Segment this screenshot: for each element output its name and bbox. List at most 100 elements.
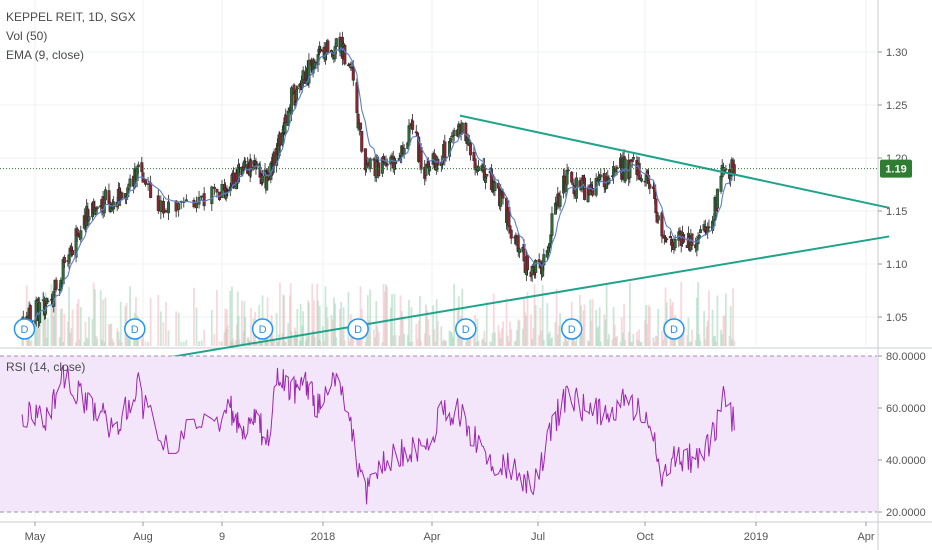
volume-bar xyxy=(611,339,614,346)
volume-bar xyxy=(541,284,544,346)
volume-bar xyxy=(406,334,409,346)
volume-label[interactable]: Vol (50) xyxy=(6,29,48,43)
candle-body xyxy=(334,38,338,47)
candle-body xyxy=(120,192,124,199)
time-tick-label: 9 xyxy=(219,531,225,543)
dividend-label: D xyxy=(670,324,678,336)
ema-label[interactable]: EMA (9, close) xyxy=(6,48,85,62)
volume-bar xyxy=(289,283,292,346)
candle-body xyxy=(210,186,214,205)
volume-bar xyxy=(706,320,709,346)
main-legend: KEPPEL REIT, 1D, SGX Vol (50) EMA (9, cl… xyxy=(6,8,136,65)
volume-bar xyxy=(319,341,322,346)
volume-bar xyxy=(554,321,557,346)
dividend-marker[interactable]: D xyxy=(560,318,583,340)
candle-body xyxy=(640,178,644,182)
volume-bar xyxy=(728,335,731,346)
volume-bar xyxy=(386,286,389,346)
candle-body xyxy=(95,206,99,209)
volume-bar xyxy=(466,336,468,346)
volume-bar xyxy=(542,340,545,346)
volume-bar xyxy=(467,340,470,346)
volume-bar xyxy=(482,338,485,346)
volume-bar xyxy=(333,297,335,346)
volume-bar xyxy=(628,282,631,346)
volume-bar xyxy=(28,338,31,346)
rsi-label[interactable]: RSI (14, close) xyxy=(6,360,86,374)
candle-body xyxy=(71,250,75,255)
volume-bar xyxy=(428,335,431,346)
candle-body xyxy=(699,229,703,233)
volume-bar xyxy=(416,338,419,346)
dividend-marker[interactable]: D xyxy=(347,318,369,340)
volume-bar xyxy=(532,327,535,346)
volume-bar xyxy=(516,329,518,346)
volume-bar xyxy=(51,292,54,346)
volume-bar xyxy=(267,341,270,346)
trendline[interactable] xyxy=(93,235,890,371)
candle-body xyxy=(566,169,570,172)
candle-body xyxy=(558,195,562,207)
candle-body xyxy=(261,175,265,183)
candle-body xyxy=(149,182,153,198)
volume-bar xyxy=(198,341,200,346)
candle-body xyxy=(615,167,619,169)
volume-bar xyxy=(688,341,691,346)
candle-body xyxy=(295,87,299,90)
candle-body xyxy=(202,193,206,207)
trendline[interactable] xyxy=(459,114,890,209)
volume-bar xyxy=(50,284,53,346)
volume-bar xyxy=(109,324,112,346)
candle-body xyxy=(385,163,389,166)
candle-body xyxy=(452,130,456,136)
candle-body xyxy=(301,70,305,80)
candle-body xyxy=(237,164,241,183)
candle-body xyxy=(460,122,464,134)
volume-bar xyxy=(38,324,41,346)
volume-bar xyxy=(619,341,622,346)
volume-bar xyxy=(616,336,618,346)
candle-body xyxy=(166,201,170,214)
volume-bar xyxy=(400,311,403,346)
volume-bar xyxy=(162,322,165,346)
volume-bar xyxy=(533,284,536,346)
dividend-label: D xyxy=(20,324,28,336)
volume-bar xyxy=(341,330,344,346)
volume-bar xyxy=(339,308,341,346)
volume-bar xyxy=(506,335,509,346)
volume-bar xyxy=(644,320,646,346)
dividend-marker[interactable]: D xyxy=(455,318,477,340)
price-tick-label: 1.10 xyxy=(886,259,907,271)
candle-body xyxy=(351,67,355,81)
volume-bar xyxy=(104,297,107,346)
dividend-label: D xyxy=(568,324,576,336)
symbol-label[interactable]: KEPPEL REIT, 1D, SGX xyxy=(6,10,136,24)
dividend-marker[interactable]: D xyxy=(124,318,146,340)
candle-body xyxy=(226,189,230,191)
volume-bar xyxy=(312,300,315,346)
volume-bar xyxy=(317,300,319,346)
dividend-marker[interactable]: D xyxy=(13,318,36,340)
volume-bar xyxy=(491,333,494,346)
volume-bar xyxy=(366,295,369,346)
volume-bar xyxy=(415,323,418,346)
volume-bar xyxy=(608,334,610,346)
volume-bar xyxy=(70,328,73,346)
dividend-marker[interactable]: D xyxy=(663,318,685,340)
candle-body xyxy=(599,174,603,178)
volume-bar xyxy=(313,336,316,346)
dividend-circle xyxy=(663,318,685,340)
dividend-marker[interactable]: D xyxy=(251,318,274,340)
volume-bar xyxy=(185,339,188,346)
volume-bar xyxy=(69,332,72,346)
rsi-tick-label: 80.0000 xyxy=(886,351,926,363)
volume-bar xyxy=(703,310,706,346)
volume-bar xyxy=(117,331,120,346)
candle-body xyxy=(144,179,148,185)
trendlines[interactable] xyxy=(93,114,890,371)
candle-body xyxy=(355,82,359,113)
volume-bar xyxy=(237,316,240,346)
volume-bar xyxy=(547,334,550,346)
